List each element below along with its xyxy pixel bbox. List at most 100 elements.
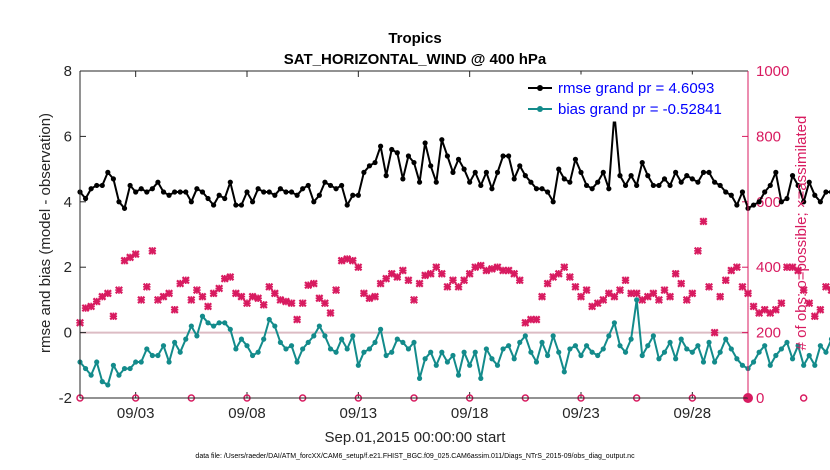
obs-assimilated-marker <box>710 328 719 337</box>
obs-assimilated-marker <box>699 217 708 226</box>
obs-assimilated-marker <box>816 305 825 314</box>
bias-point <box>600 346 606 352</box>
bias-point <box>305 339 311 346</box>
rmse-point <box>823 189 829 195</box>
rmse-point <box>583 182 590 189</box>
bias-point <box>361 349 367 355</box>
bias-point <box>411 339 417 346</box>
bias-point <box>450 352 456 359</box>
rmse-point <box>578 169 584 175</box>
rmse-point <box>817 199 823 205</box>
rmse-point <box>344 202 350 208</box>
bias-point <box>316 323 322 329</box>
legend-bias-marker <box>537 106 543 112</box>
rmse-point <box>261 189 267 195</box>
rmse-point <box>389 146 395 153</box>
bias-point <box>238 336 245 342</box>
obs-possible-marker <box>799 394 808 402</box>
obs-assimilated-marker <box>465 269 474 278</box>
bias-point <box>233 346 239 352</box>
rmse-point <box>700 169 707 175</box>
rmse-point <box>266 189 272 195</box>
bias-point <box>622 349 629 355</box>
rmse-point <box>133 189 139 195</box>
rmse-point <box>333 186 339 192</box>
bias-point <box>82 365 89 372</box>
bias-point <box>211 323 217 329</box>
bias-point <box>216 320 222 326</box>
bias-point <box>116 372 122 378</box>
bias-point <box>327 346 334 352</box>
bias-point <box>795 343 801 349</box>
bias-point <box>533 359 540 365</box>
bias-point <box>712 359 718 365</box>
rmse-point <box>595 179 601 185</box>
obs-assimilated-marker <box>666 292 675 301</box>
bias-point <box>611 320 618 326</box>
bias-point <box>634 297 640 303</box>
bias-point <box>639 352 645 359</box>
bias-point <box>717 349 723 355</box>
x-tick-label: 09/08 <box>228 405 266 422</box>
bias-point <box>806 352 812 359</box>
obs-assimilated-marker <box>371 292 380 301</box>
obs-assimilated-marker <box>521 318 530 327</box>
obs-assimilated-marker <box>810 312 819 321</box>
obs-assimilated-marker <box>137 295 146 304</box>
bias-point <box>656 356 662 362</box>
obs-assimilated-marker <box>732 263 741 272</box>
rmse-point <box>322 179 328 185</box>
rmse-point <box>238 202 245 208</box>
y-tick-label: 0 <box>64 325 72 342</box>
bias-point <box>762 343 768 349</box>
rmse-point <box>400 176 406 182</box>
rmse-point <box>723 189 729 195</box>
rmse-point <box>789 173 796 179</box>
bias-point <box>160 343 167 349</box>
legend-bias-label: bias grand pr = -0.52841 <box>558 101 722 118</box>
bias-point <box>138 359 144 365</box>
bias-point <box>517 339 523 346</box>
bias-point <box>300 346 306 352</box>
obs-assimilated-marker <box>571 282 580 291</box>
obs-assimilated-marker <box>632 289 641 298</box>
bias-point <box>684 346 690 352</box>
rmse-point <box>277 186 283 192</box>
rmse-point <box>806 179 812 185</box>
bias-point <box>366 346 373 352</box>
rmse-point <box>517 163 523 169</box>
bias-point <box>812 362 818 368</box>
rmse-point <box>361 169 367 175</box>
obs-assimilated-marker <box>231 289 240 298</box>
obs-assimilated-marker <box>799 286 808 295</box>
rmse-point <box>472 169 478 175</box>
bias-point <box>801 362 807 368</box>
rmse-point <box>177 189 183 195</box>
bias-point <box>266 316 272 323</box>
bias-point <box>288 343 295 349</box>
obs-marker-stroke <box>827 286 830 291</box>
obs-assimilated-marker <box>621 276 630 285</box>
bias-point <box>149 352 155 359</box>
bias-point <box>144 346 150 352</box>
rmse-point <box>556 166 562 172</box>
bias-point <box>595 352 601 359</box>
obs-assimilated-marker <box>382 274 391 283</box>
bias-point <box>222 320 228 326</box>
obs-assimilated-marker <box>716 292 725 301</box>
rmse-point <box>617 173 623 179</box>
obs-assimilated-marker <box>448 276 457 285</box>
rmse-point <box>222 195 228 202</box>
bias-point <box>572 343 579 349</box>
obs-assimilated-marker <box>165 289 174 298</box>
rmse-point <box>795 182 801 189</box>
bias-point <box>155 352 161 359</box>
obs-assimilated-marker <box>315 294 324 303</box>
x-tick-label: 09/23 <box>562 405 600 422</box>
obs-assimilated-marker <box>109 312 118 321</box>
rmse-point <box>294 192 300 198</box>
rmse-point <box>183 189 189 195</box>
obs-assimilated-marker <box>682 295 691 304</box>
obs-assimilated-marker <box>766 309 775 317</box>
bias-point <box>545 352 551 359</box>
